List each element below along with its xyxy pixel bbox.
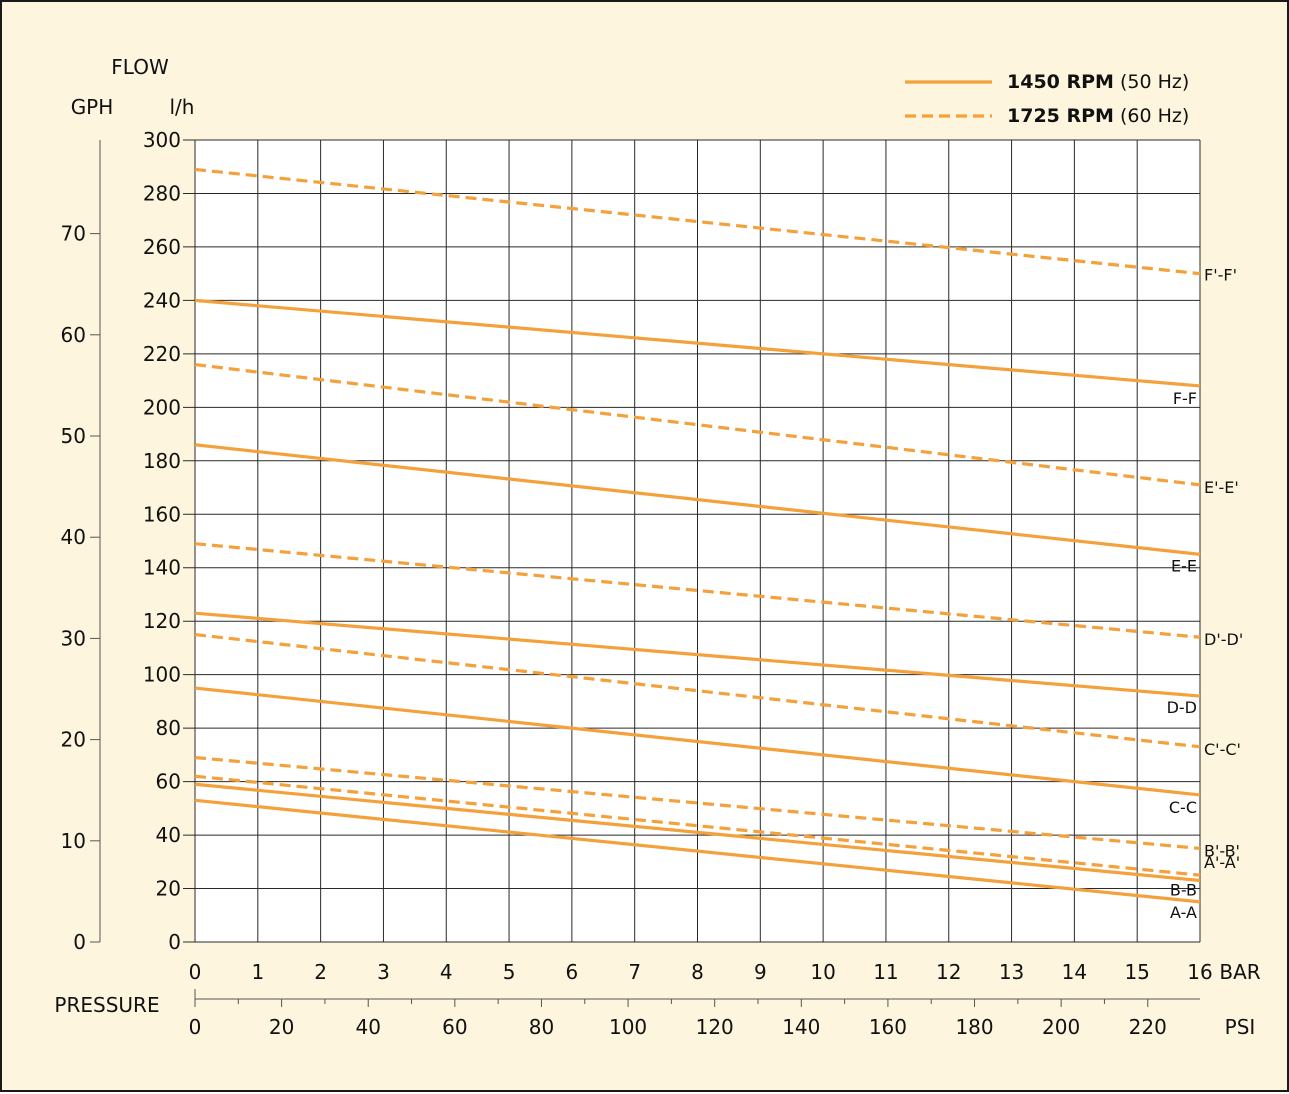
series-label: F-F bbox=[1173, 389, 1197, 408]
x-tick-label-bar: 13 bbox=[999, 960, 1024, 984]
y-tick-label-lh: 200 bbox=[143, 395, 181, 419]
y-tick-label-lh: 0 bbox=[168, 930, 181, 954]
series-line bbox=[194, 798, 1201, 904]
legend-1725-bold: 1725 RPM bbox=[1007, 105, 1114, 127]
y-tick-label-lh: 220 bbox=[143, 342, 181, 366]
y-unit-gph: GPH bbox=[71, 95, 114, 119]
series-label: D'-D' bbox=[1204, 630, 1243, 649]
series-label: E-E bbox=[1171, 556, 1197, 575]
legend-1725-rest: (60 Hz) bbox=[1114, 105, 1189, 127]
y-tick-label-lh: 160 bbox=[143, 502, 181, 526]
y-tick-label-gph: 70 bbox=[61, 222, 86, 246]
x-unit-psi: PSI bbox=[1225, 1015, 1256, 1039]
grid bbox=[183, 139, 1201, 943]
x-unit-bar: BAR bbox=[1219, 960, 1260, 984]
x-tick-label-bar: 6 bbox=[566, 960, 579, 984]
y-tick-label-lh: 80 bbox=[156, 716, 181, 740]
x-tick-label-bar: 7 bbox=[628, 960, 641, 984]
y-unit-lh: l/h bbox=[170, 95, 195, 119]
y-tick-label-lh: 180 bbox=[143, 449, 181, 473]
x-tick-label-bar: 2 bbox=[314, 960, 327, 984]
x-tick-label-bar: 14 bbox=[1062, 960, 1087, 984]
x-tick-label-bar: 11 bbox=[873, 960, 898, 984]
x-tick-label-psi: 0 bbox=[189, 1015, 202, 1039]
x-tick-label-bar: 9 bbox=[754, 960, 767, 984]
x-tick-label-bar: 15 bbox=[1124, 960, 1149, 984]
x-tick-label-bar: 4 bbox=[440, 960, 453, 984]
series-label: A-A bbox=[1170, 903, 1197, 922]
labels: 0 1 2 3 4 5 6 7 8 9 10 11 12 13 14 15 160204060801001201… bbox=[61, 128, 1244, 1039]
series-label: C'-C' bbox=[1204, 740, 1241, 759]
x-tick-label-psi: 80 bbox=[529, 1015, 554, 1039]
series-label: A'-A' bbox=[1204, 853, 1240, 872]
x-tick-label-bar: 1 bbox=[251, 960, 264, 984]
series-line bbox=[194, 782, 1201, 883]
legend-1450-rest: (50 Hz) bbox=[1114, 71, 1189, 93]
series-line bbox=[194, 774, 1201, 877]
y-tick-label-lh: 280 bbox=[143, 181, 181, 205]
y-tick-label-gph: 40 bbox=[61, 525, 86, 549]
x-tick-label-psi: 100 bbox=[609, 1015, 647, 1039]
legend: 1450 RPM (50 Hz) 1725 RPM (60 Hz) bbox=[905, 71, 1189, 127]
y-tick-label-lh: 240 bbox=[143, 288, 181, 312]
x-tick-label-psi: 160 bbox=[869, 1015, 907, 1039]
series-line bbox=[194, 632, 1201, 749]
y-tick-label-gph: 60 bbox=[61, 323, 86, 347]
series-line bbox=[194, 362, 1201, 487]
series-line bbox=[194, 167, 1201, 276]
legend-item-1450: 1450 RPM (50 Hz) bbox=[1007, 71, 1189, 93]
axes bbox=[90, 140, 1200, 1007]
x-tick-label-psi: 120 bbox=[696, 1015, 734, 1039]
x-tick-label-psi: 140 bbox=[782, 1015, 820, 1039]
y-tick-label-gph: 0 bbox=[73, 930, 86, 954]
y-tick-label-lh: 260 bbox=[143, 235, 181, 259]
y-tick-label-gph: 20 bbox=[61, 728, 86, 752]
series-line bbox=[194, 611, 1201, 698]
x-tick-label-bar: 8 bbox=[691, 960, 704, 984]
series-label: B-B bbox=[1170, 881, 1197, 900]
y-tick-label-lh: 60 bbox=[156, 770, 181, 794]
y-tick-label-lh: 140 bbox=[143, 556, 181, 580]
series-line bbox=[194, 443, 1201, 556]
x-tick-label-psi: 220 bbox=[1129, 1015, 1167, 1039]
y-tick-label-lh: 40 bbox=[156, 823, 181, 847]
x-tick-label-psi: 180 bbox=[955, 1015, 993, 1039]
x-axis-title: PRESSURE bbox=[54, 993, 159, 1017]
legend-1450-bold: 1450 RPM bbox=[1007, 71, 1114, 93]
y-tick-label-lh: 120 bbox=[143, 609, 181, 633]
x-tick-label-bar: 3 bbox=[377, 960, 390, 984]
x-tick-label-psi: 40 bbox=[356, 1015, 381, 1039]
x-tick-label-bar: 10 bbox=[810, 960, 835, 984]
x-tick-label-psi: 20 bbox=[269, 1015, 294, 1039]
y-axis-title: FLOW bbox=[111, 55, 169, 79]
legend-item-1725: 1725 RPM (60 Hz) bbox=[1007, 105, 1189, 127]
series-group bbox=[194, 167, 1201, 904]
series-line bbox=[194, 298, 1201, 388]
x-tick-label-bar: 12 bbox=[936, 960, 961, 984]
y-tick-label-gph: 30 bbox=[61, 626, 86, 650]
x-tick-label-bar: 16 bbox=[1187, 960, 1212, 984]
series-line bbox=[194, 542, 1201, 639]
x-tick-label-bar: 0 bbox=[189, 960, 202, 984]
series-label: D-D bbox=[1167, 698, 1197, 717]
x-tick-label-psi: 200 bbox=[1042, 1015, 1080, 1039]
y-tick-label-gph: 50 bbox=[61, 424, 86, 448]
series-line bbox=[194, 686, 1201, 797]
y-tick-label-lh: 20 bbox=[156, 877, 181, 901]
y-tick-label-lh: 100 bbox=[143, 663, 181, 687]
series-line bbox=[194, 755, 1201, 851]
x-tick-label-psi: 60 bbox=[442, 1015, 467, 1039]
series-label: E'-E' bbox=[1204, 478, 1239, 497]
y-tick-label-lh: 300 bbox=[143, 128, 181, 152]
series-label: F'-F' bbox=[1204, 266, 1237, 285]
series-label: C-C bbox=[1169, 798, 1197, 817]
y-tick-label-gph: 10 bbox=[61, 829, 86, 853]
series-label: B'-B' bbox=[1204, 841, 1240, 860]
x-tick-label-bar: 5 bbox=[503, 960, 516, 984]
